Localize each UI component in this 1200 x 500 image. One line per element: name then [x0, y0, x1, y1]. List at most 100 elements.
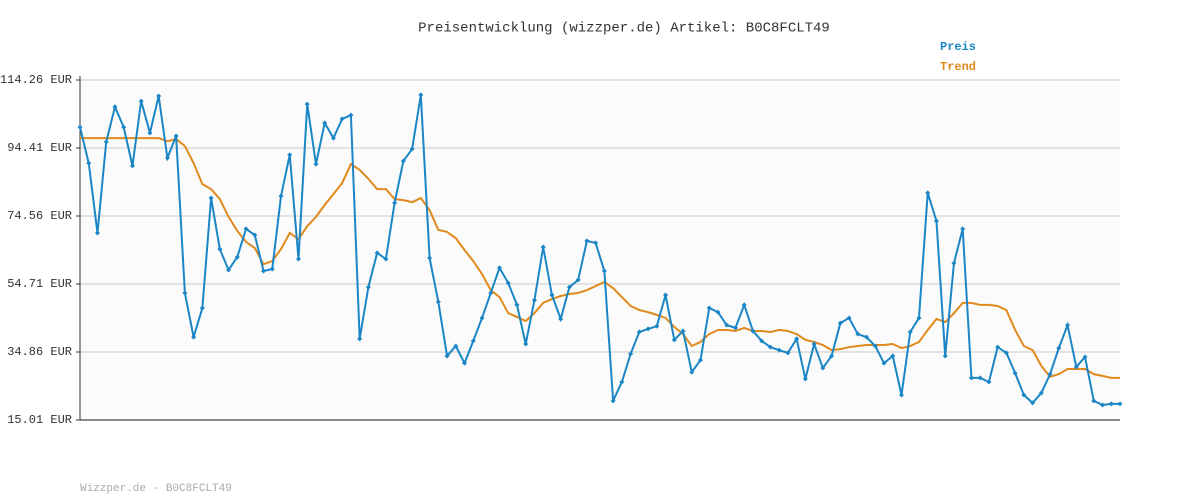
point — [269, 266, 275, 272]
point — [750, 328, 756, 334]
point — [94, 230, 100, 236]
point — [1003, 350, 1009, 356]
point — [628, 351, 634, 357]
point — [514, 302, 520, 308]
point — [505, 280, 511, 286]
point — [86, 160, 92, 166]
point — [121, 124, 127, 130]
point — [802, 376, 808, 382]
point — [907, 329, 913, 335]
point — [523, 341, 529, 347]
point — [925, 190, 931, 196]
point — [383, 256, 389, 262]
point — [1091, 398, 1097, 404]
point — [322, 120, 328, 126]
point — [619, 379, 625, 385]
plot-area — [80, 80, 1120, 420]
point — [435, 299, 441, 305]
point — [846, 315, 852, 321]
point — [654, 323, 660, 329]
point — [217, 246, 223, 252]
point — [593, 240, 599, 246]
point — [313, 161, 319, 167]
point — [531, 297, 537, 303]
point — [575, 277, 581, 283]
legend-label: Trend — [940, 60, 976, 74]
point — [706, 305, 712, 311]
y-tick-label: 74.56 EUR — [7, 209, 72, 223]
point — [698, 357, 704, 363]
point — [182, 290, 188, 296]
point — [470, 338, 476, 344]
point — [252, 232, 258, 238]
point — [767, 344, 773, 350]
point — [418, 92, 424, 98]
point — [811, 341, 817, 347]
point — [112, 104, 118, 110]
point — [1100, 402, 1106, 408]
point — [208, 195, 214, 201]
point — [837, 320, 843, 326]
point — [295, 256, 301, 262]
point — [409, 146, 415, 152]
point — [234, 254, 240, 260]
point — [960, 226, 966, 232]
point — [715, 309, 721, 315]
point — [601, 268, 607, 274]
point — [1073, 364, 1079, 370]
point — [304, 101, 310, 107]
point — [986, 379, 992, 385]
point — [671, 337, 677, 343]
point — [462, 360, 468, 366]
point — [496, 265, 502, 271]
point — [103, 139, 109, 145]
point — [77, 124, 83, 130]
y-tick-label: 15.01 EUR — [7, 413, 72, 427]
point — [636, 329, 642, 335]
point — [156, 93, 162, 99]
point — [689, 369, 695, 375]
y-tick-label: 54.71 EUR — [7, 277, 72, 291]
point — [584, 238, 590, 244]
y-tick-label: 94.41 EUR — [7, 141, 72, 155]
point — [942, 353, 948, 359]
point — [872, 343, 878, 349]
point — [278, 193, 284, 199]
point — [558, 316, 564, 322]
point — [1047, 371, 1053, 377]
legend-label: Preis — [940, 40, 976, 54]
point — [357, 336, 363, 342]
point — [1082, 354, 1088, 360]
point — [864, 334, 870, 340]
point — [191, 334, 197, 340]
point — [488, 290, 494, 296]
point — [226, 267, 232, 273]
point — [339, 116, 345, 122]
point — [759, 338, 765, 344]
point — [147, 130, 153, 136]
point — [173, 133, 179, 139]
point — [820, 365, 826, 371]
point — [645, 326, 651, 332]
point — [1108, 401, 1114, 407]
point — [951, 260, 957, 266]
point — [776, 347, 782, 353]
point — [890, 353, 896, 359]
point — [1021, 392, 1027, 398]
point — [549, 292, 555, 298]
point — [164, 155, 170, 161]
point — [453, 343, 459, 349]
point — [479, 315, 485, 321]
point — [1056, 345, 1062, 351]
point — [287, 152, 293, 158]
point — [916, 315, 922, 321]
point — [680, 328, 686, 334]
point — [566, 284, 572, 290]
point — [899, 392, 905, 398]
point — [138, 98, 144, 104]
point — [400, 158, 406, 164]
point — [374, 250, 380, 256]
footer: Wizzper.de - B0C8FCLT49 — [80, 483, 232, 495]
point — [995, 344, 1001, 350]
